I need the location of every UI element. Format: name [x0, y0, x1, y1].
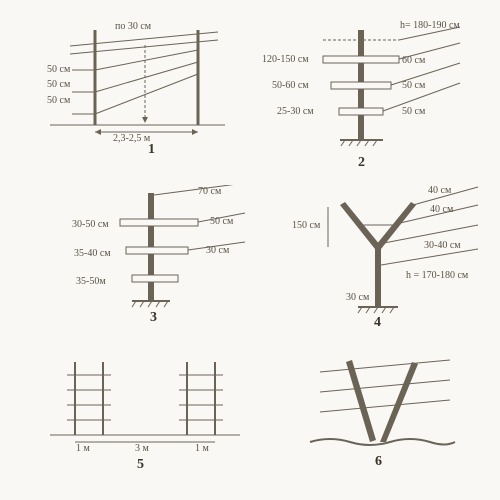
fig4-b: 30 см: [346, 292, 369, 303]
fig2-l1: 50-60 см: [272, 80, 309, 91]
fig4-num: 4: [374, 315, 381, 331]
fig1-l1: 50 см: [47, 79, 70, 90]
fig5-l: 1 м: [76, 443, 90, 454]
fig3-l1: 35-40 см: [74, 248, 111, 259]
fig3-num: 3: [150, 310, 157, 326]
fig6-num: 6: [375, 454, 382, 470]
fig3-r1: 30 см: [206, 245, 229, 256]
fig2-h: h= 180-190 см: [400, 20, 460, 31]
fig2-r2: 50 см: [402, 106, 425, 117]
fig3-top: 70 см: [198, 186, 221, 197]
fig2-r1: 50 см: [402, 80, 425, 91]
fig1-num: 1: [148, 142, 155, 158]
fig5-r: 1 м: [195, 443, 209, 454]
fig4-t1: 40 см: [430, 204, 453, 215]
fig3-l2: 35-50м: [76, 276, 106, 287]
fig2-l0: 120-150 см: [262, 54, 309, 65]
fig1-bottom: 2,3-2,5 м: [113, 133, 150, 144]
fig1-l2: 50 см: [47, 95, 70, 106]
fig3-r0: 50 см: [210, 216, 233, 227]
fig2-r0: 60 см: [402, 55, 425, 66]
fig2-l2: 25-30 см: [277, 106, 314, 117]
fig5-m: 3 м: [135, 443, 149, 454]
fig1-l0: 50 см: [47, 64, 70, 75]
fig3-l0: 30-50 см: [72, 219, 109, 230]
fig4-r0: 30-40 см: [424, 240, 461, 251]
fig4-r1: h = 170-180 см: [406, 270, 468, 281]
fig1-top: по 30 см: [115, 21, 151, 32]
fig6-svg: [300, 350, 460, 460]
fig2-num: 2: [358, 155, 365, 171]
fig4-t0: 40 см: [428, 185, 451, 196]
fig5-num: 5: [137, 457, 144, 473]
fig4-left: 150 см: [292, 220, 320, 231]
